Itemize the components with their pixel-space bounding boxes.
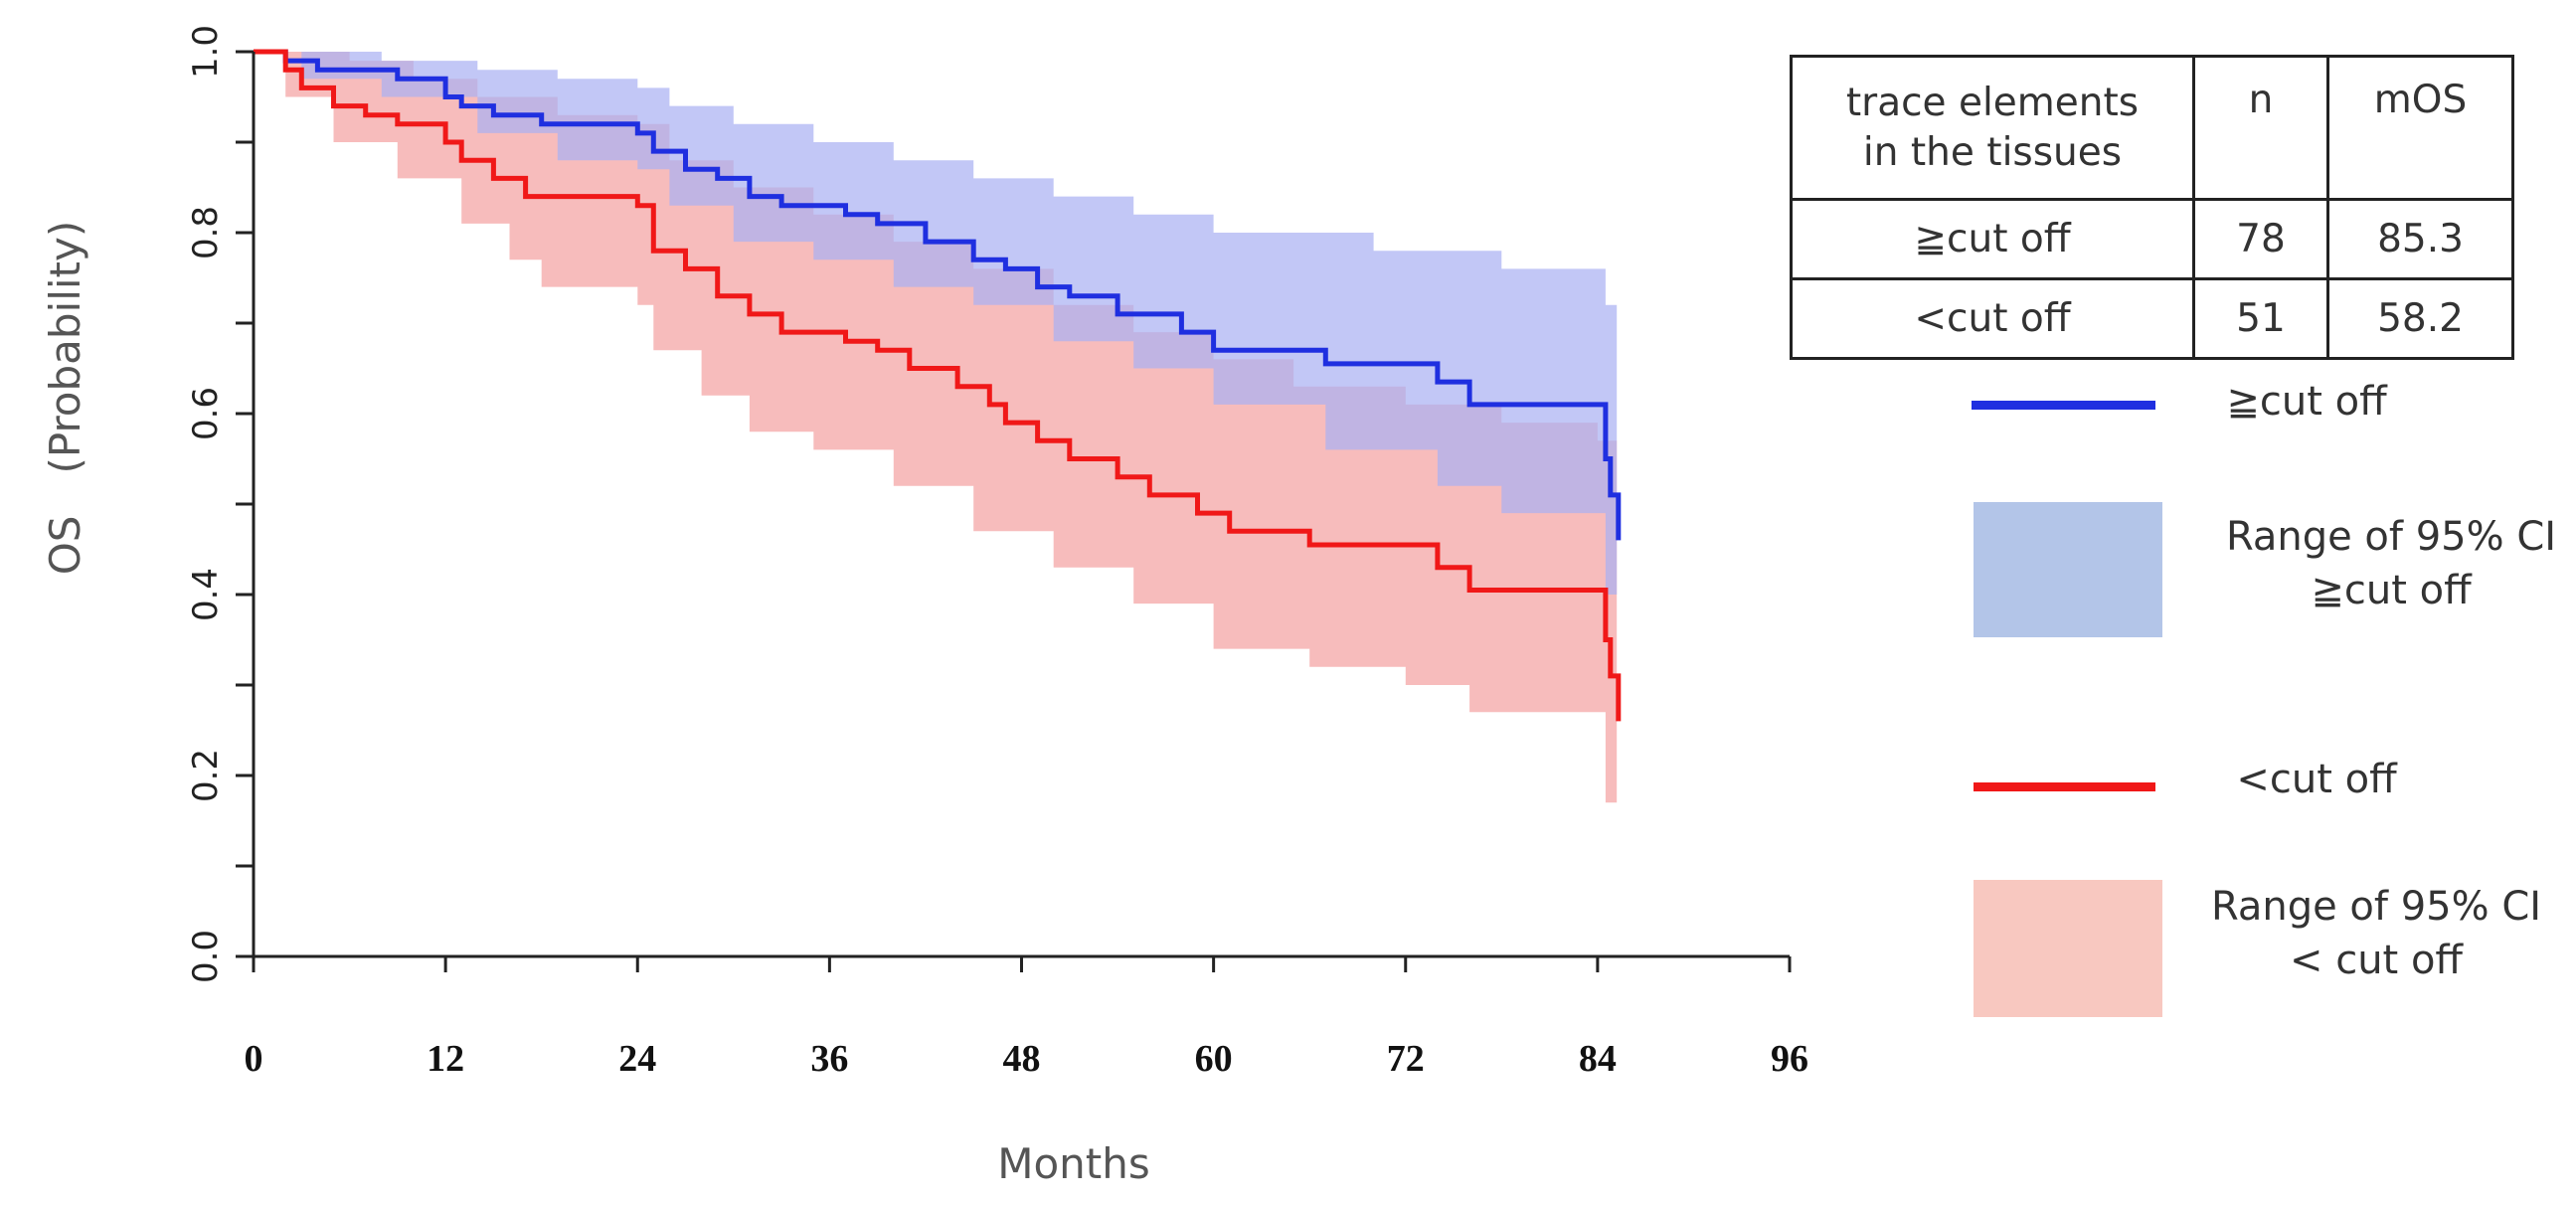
ci-bands <box>254 52 1618 803</box>
x-tick-label: 60 <box>1195 1038 1233 1080</box>
y-tick-label: 0.4 <box>186 568 226 621</box>
table-cell-group: ≧cut off <box>1790 198 2195 280</box>
table-cell-mos: 58.2 <box>2326 277 2514 360</box>
ci-band-low <box>254 52 1618 803</box>
x-axis-title: Months <box>997 1139 1150 1188</box>
table-header-group: trace elements in the tissues <box>1790 55 2195 201</box>
y-tick-label: 0.0 <box>186 930 226 983</box>
legend-label-low: <cut off <box>2236 757 2397 802</box>
axes: 0.0 0.2 0.4 0.6 0.8 1.0 0 12 24 36 48 60 72 84 96 Month… <box>41 25 1808 1188</box>
table-cell-n: 78 <box>2192 198 2329 280</box>
table-header-mos: mOS <box>2326 55 2514 201</box>
legend-label-high-ci-line1: Range of 95% CI <box>2225 514 2557 560</box>
legend-swatch-high-ci <box>1974 502 2162 637</box>
legend-label-low-ci-line2: < cut off <box>2289 938 2463 983</box>
legend-label-high: ≧cut off <box>2226 379 2387 425</box>
x-tick-label: 36 <box>810 1038 848 1080</box>
x-tick-label: 84 <box>1579 1038 1617 1080</box>
table-header-n: n <box>2192 55 2329 201</box>
curve-low <box>254 49 1622 722</box>
y-tick-label: 1.0 <box>186 25 226 79</box>
y-tick-label: 0.2 <box>186 749 226 802</box>
summary-table: trace elements in the tissues n mOS ≧cut… <box>1790 55 2514 360</box>
legend-line-low <box>1974 782 2155 791</box>
curve-high <box>254 49 1622 541</box>
table-row: ≧cut off 78 85.3 <box>1790 198 2514 280</box>
ci-band-high <box>254 52 1618 631</box>
legend-line-high <box>1972 401 2155 410</box>
survival-curves <box>254 49 1622 722</box>
x-tick-label: 96 <box>1771 1038 1808 1080</box>
legend-label-high-ci: Range of 95% CI ≧cut off <box>2202 510 2576 617</box>
y-tick-label: 0.6 <box>186 387 226 440</box>
x-tick-label: 0 <box>245 1038 263 1080</box>
x-tick-label: 24 <box>618 1038 656 1080</box>
legend-swatch-low-ci <box>1974 880 2162 1017</box>
x-tick-label: 72 <box>1387 1038 1425 1080</box>
x-tick-label: 48 <box>1003 1038 1041 1080</box>
legend-label-low-ci: Range of 95% CI < cut off <box>2187 880 2565 987</box>
y-axis-title: OS (Probability) <box>41 221 89 576</box>
table-header-group-text: trace elements in the tissues <box>1845 80 2140 175</box>
table-cell-n: 51 <box>2192 277 2329 360</box>
table-header-row: trace elements in the tissues n mOS <box>1790 55 2514 201</box>
legend-label-low-ci-line1: Range of 95% CI <box>2210 884 2542 930</box>
table-cell-mos: 85.3 <box>2326 198 2514 280</box>
x-tick-label: 12 <box>427 1038 464 1080</box>
legend-label-high-ci-line2: ≧cut off <box>2311 568 2472 613</box>
y-tick-label: 0.8 <box>186 206 226 259</box>
table-cell-group: <cut off <box>1790 277 2195 360</box>
table-row: <cut off 51 58.2 <box>1790 277 2514 360</box>
